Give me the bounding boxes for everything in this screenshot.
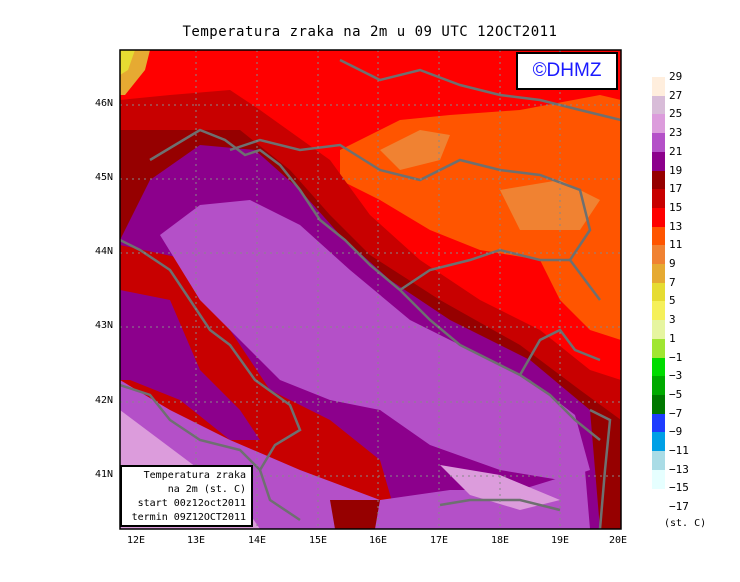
- legend-swatch: [652, 245, 665, 265]
- legend-label: −15: [669, 481, 689, 495]
- legend-label: 17: [669, 182, 683, 196]
- legend-label: 21: [669, 144, 683, 158]
- legend-label: −17: [669, 500, 689, 514]
- legend-label: 27: [669, 88, 683, 102]
- legend-label: −13: [669, 462, 689, 476]
- legend-swatch: [652, 469, 665, 489]
- lon-tick: 19E: [551, 535, 570, 546]
- warm-patch: [330, 500, 380, 529]
- temp-9-11-region: [380, 130, 600, 230]
- graticule: [120, 50, 621, 529]
- legend-swatch: [652, 189, 665, 209]
- legend-label: 13: [669, 219, 683, 233]
- legend-label: 7: [669, 275, 676, 289]
- adriatic-sea-region: [160, 200, 590, 480]
- lat-tick: 43N: [95, 320, 114, 331]
- legend-swatch: [652, 226, 665, 246]
- legend-swatch: [652, 320, 665, 340]
- coastlines: [120, 58, 621, 529]
- dhmz-logo: ©DHMZ: [516, 52, 618, 90]
- info-line: na 2m (st. C): [167, 484, 246, 495]
- legend-label: 25: [669, 107, 683, 121]
- info-line: start 00z12oct2011: [137, 498, 246, 509]
- lat-tick: 41N: [95, 469, 114, 480]
- legend-swatch: [652, 264, 665, 283]
- lon-tick: 12E: [127, 535, 146, 546]
- legend-swatch: [652, 151, 665, 171]
- info-line: termin 09Z12OCT2011: [131, 512, 246, 523]
- legend-label: 11: [669, 238, 683, 252]
- lon-tick: 20E: [609, 535, 628, 546]
- map-title: Temperatura zraka na 2m u 09 UTC 12OCT20…: [182, 24, 558, 40]
- legend-swatch: [652, 301, 665, 321]
- legend-label: −3: [669, 369, 683, 383]
- lat-tick: 44N: [95, 246, 114, 257]
- lon-tick: 13E: [187, 535, 206, 546]
- legend-label: −1: [669, 350, 683, 364]
- legend-swatch: [652, 282, 665, 302]
- legend-label: −11: [669, 444, 689, 457]
- legend-swatch: [652, 376, 665, 396]
- info-box: Temperatura zraka na 2m (st. C) start 00…: [120, 465, 253, 527]
- legend-label: −9: [669, 425, 683, 439]
- legend-unit: (st. C): [664, 518, 707, 529]
- legend-swatch: [652, 338, 665, 358]
- legend-swatch: [652, 413, 665, 433]
- legend-label: 15: [669, 200, 683, 214]
- lon-tick: 15E: [309, 535, 328, 546]
- legend-swatch: [652, 394, 665, 414]
- legend-swatch: [652, 133, 665, 153]
- legend-label: 9: [669, 257, 676, 270]
- lon-tick: 18E: [491, 535, 510, 546]
- legend-label: −7: [669, 406, 683, 420]
- legend-swatch: [652, 170, 665, 190]
- map-frame: [119, 49, 622, 530]
- legend-label: 1: [669, 331, 676, 345]
- legend-label: 5: [669, 294, 676, 308]
- legend-label: 3: [669, 313, 676, 327]
- italy-purple-region: [120, 290, 260, 440]
- lat-tick: 46N: [95, 98, 114, 109]
- legend-label: 19: [669, 163, 683, 177]
- legend-swatch: [652, 451, 665, 470]
- legend-swatch: [652, 77, 665, 96]
- legend-swatch: [652, 432, 665, 452]
- lat-tick: 42N: [95, 395, 114, 406]
- info-line: Temperatura zraka: [143, 470, 246, 481]
- legend-swatch: [652, 95, 665, 115]
- legend-label: 29: [669, 70, 683, 83]
- legend-label: −5: [669, 387, 683, 401]
- temp-5-7-region: [120, 50, 135, 75]
- legend-swatch: [652, 357, 665, 377]
- legend-swatch: [652, 114, 665, 134]
- lat-tick: 45N: [95, 172, 114, 183]
- legend-swatch: [652, 207, 665, 227]
- legend-label: 23: [669, 126, 683, 140]
- lon-tick: 16E: [369, 535, 388, 546]
- lon-tick: 17E: [430, 535, 449, 546]
- lon-tick: 14E: [248, 535, 267, 546]
